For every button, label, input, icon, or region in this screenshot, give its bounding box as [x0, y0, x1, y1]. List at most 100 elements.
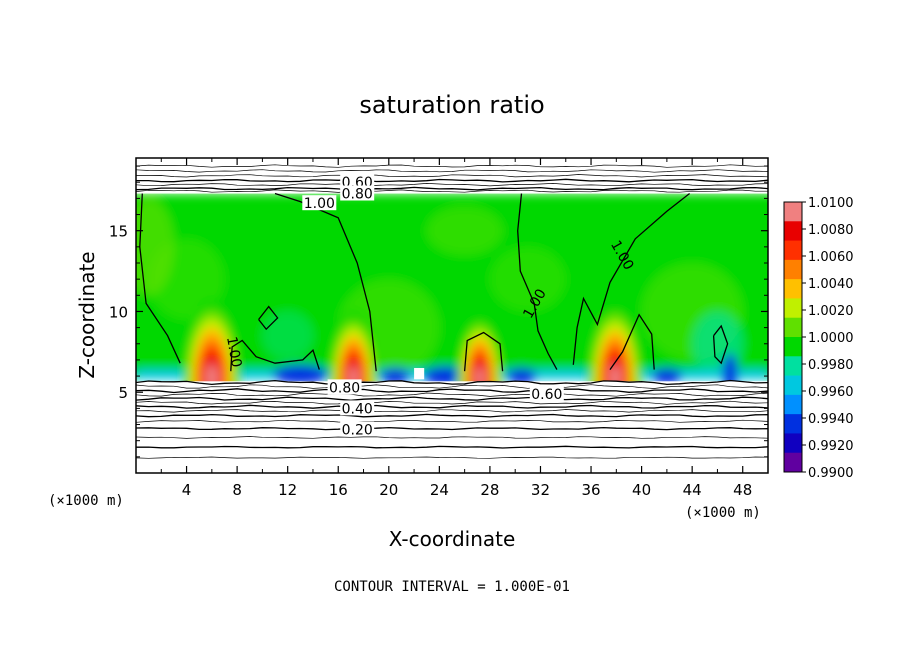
colorbar-label: 1.0100 — [808, 196, 854, 211]
x-axis-ticks: 4 8 12 16 20 24 28 32 36 40 44 48 — [160, 158, 769, 499]
contour-label-bg — [340, 185, 375, 201]
colorbar-swatch — [784, 202, 802, 222]
colorbar-label: 1.0020 — [808, 304, 854, 319]
dry-notch — [414, 368, 425, 380]
contour-label-bg — [340, 421, 375, 437]
contour-label-group: 0.80 — [340, 185, 375, 203]
isoline-1.00 — [258, 305, 279, 331]
colorbar-swatch — [784, 221, 802, 242]
contour-label-group: 1.00 — [302, 195, 337, 212]
field-patch — [426, 206, 503, 255]
colorbar-label: 1.0000 — [808, 331, 854, 346]
upper-contour-line — [136, 178, 768, 183]
x-unit-label-right: (×1000 m) — [685, 505, 761, 521]
y-tick-label: 10 — [109, 303, 128, 321]
y-axis-ticks: 5 10 15 — [109, 165, 768, 458]
colorbar-label: 1.0040 — [808, 277, 854, 292]
colorbar-label: 0.9960 — [808, 385, 854, 400]
isoline-1.00 — [609, 313, 655, 370]
x-tick-label: 28 — [480, 481, 499, 499]
x-axis-label: X-coordinate — [389, 527, 516, 551]
y-tick-label: 5 — [118, 384, 128, 402]
upper-contour-line — [136, 164, 768, 168]
contour-label-group: 0.80 — [327, 379, 362, 396]
contour-labels: 0.600.801.001.001.001.000.80 0.600.400.20 — [223, 174, 636, 438]
colorbar-label: 1.0060 — [808, 250, 854, 265]
contour-label-bg — [340, 400, 375, 416]
x-tick-label: 24 — [430, 481, 449, 499]
x-tick-label: 20 — [379, 481, 398, 499]
upper-contour-line — [136, 174, 768, 178]
lower-contour-line — [136, 436, 768, 439]
colorbar-swatch — [784, 414, 802, 434]
lower-contour-line — [136, 456, 768, 459]
contour-interval-footer: CONTOUR INTERVAL = 1.000E-01 — [334, 579, 570, 595]
colorbar-label: 0.9900 — [808, 466, 854, 481]
contour-label-group: 1.00 — [223, 335, 244, 368]
isoline-1.00 — [572, 192, 691, 365]
x-tick-label: 8 — [232, 481, 242, 499]
contour-label: 0.80 — [329, 380, 360, 396]
lower-contour-line — [136, 413, 768, 418]
colorbar-swatch — [784, 240, 802, 261]
dry-pocket — [272, 364, 329, 385]
colorbar-swatch — [784, 337, 802, 357]
lower-contour-line — [136, 388, 768, 394]
isoline-1.00 — [139, 193, 181, 364]
y-axis-label: Z-coordinate — [75, 251, 99, 378]
contour-label: 0.80 — [342, 187, 373, 203]
isoline-1.00 — [463, 331, 504, 372]
contour-label-group: 0.20 — [340, 421, 375, 438]
colorbar-label: 0.9980 — [808, 358, 854, 373]
colorbar-swatch — [784, 279, 802, 299]
x-tick-label: 4 — [182, 481, 192, 499]
colorbar-swatch — [784, 356, 802, 377]
upper-contour-line — [136, 186, 768, 191]
x-tick-label: 32 — [531, 481, 550, 499]
lower-contour-line — [136, 400, 768, 405]
colorbar-swatch — [784, 298, 802, 319]
contour-label: 1.00 — [223, 335, 244, 368]
dry-pocket — [422, 366, 469, 386]
contour-label: 0.20 — [342, 422, 373, 438]
x-tick-label: 16 — [329, 481, 348, 499]
x-unit-label-left: (×1000 m) — [48, 493, 124, 509]
upper-contour-line — [136, 169, 768, 173]
colorbar-label: 0.9920 — [808, 439, 854, 454]
lower-contour-line — [136, 419, 768, 423]
isoline-1.00 — [712, 324, 729, 365]
isoline-1.00 — [274, 192, 377, 372]
contour-label: 0.40 — [342, 401, 373, 417]
x-tick-label: 12 — [278, 481, 297, 499]
lower-contour-line — [136, 379, 768, 386]
colorbar-swatch — [784, 259, 802, 280]
isoline-1.00 — [230, 339, 320, 372]
x-tick-label: 44 — [683, 481, 702, 499]
x-tick-label: 36 — [581, 481, 600, 499]
contour-label: 0.60 — [531, 387, 562, 403]
colorbar-label: 0.9940 — [808, 412, 854, 427]
contour-label-bg — [340, 174, 375, 190]
contour-label-bg — [302, 195, 337, 211]
colorbar-label: 1.0080 — [808, 223, 854, 238]
colorbar: 1.0100 1.0080 1.0060 1.0040 1.0020 1.0000 0.99… — [783, 196, 854, 481]
field-patch — [136, 198, 174, 296]
lower-contour-line — [136, 384, 768, 389]
lower-contour-line — [136, 445, 768, 449]
isoline-1.00 — [517, 193, 558, 370]
lower-contour-line — [136, 409, 768, 413]
contour-label-bg — [327, 379, 362, 395]
dry-pocket — [651, 368, 683, 385]
upper-contour-line — [136, 183, 768, 187]
contour-label-bg — [529, 385, 564, 401]
dry-band-contours — [136, 158, 768, 473]
colorbar-swatch — [784, 317, 802, 338]
x-tick-label: 48 — [733, 481, 752, 499]
x-tick-label: 40 — [632, 481, 651, 499]
y-tick-label: 15 — [109, 223, 128, 241]
plot-frame — [135, 157, 769, 474]
contour-label: 1.00 — [304, 196, 335, 212]
contour-label-group: 0.40 — [340, 400, 375, 417]
lower-contour-line — [136, 426, 768, 431]
